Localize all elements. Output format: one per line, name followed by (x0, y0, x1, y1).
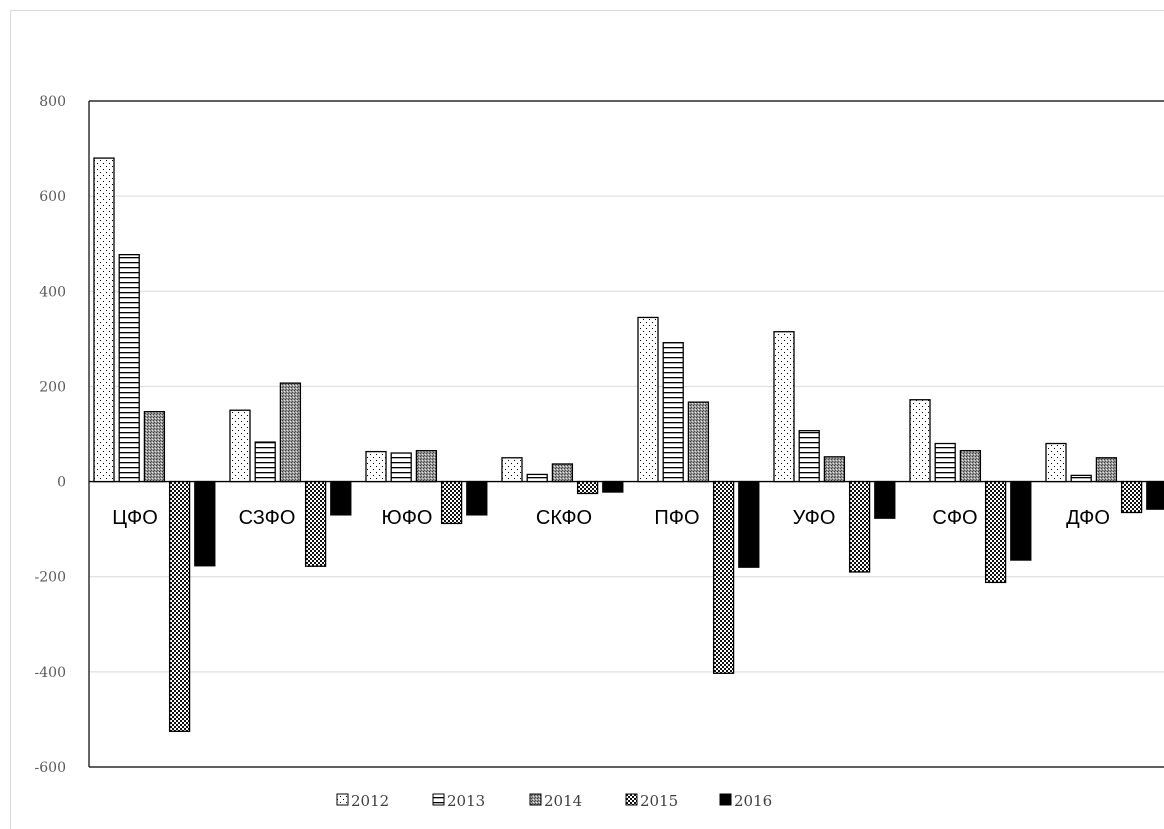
legend-label-2016: 2016 (734, 792, 772, 810)
y-tick-label: 800 (39, 94, 66, 110)
bar-2013-0 (118, 254, 140, 483)
y-tick-label: 0 (57, 475, 66, 491)
bar-2014-5 (823, 456, 846, 483)
bar-2015-0 (168, 480, 191, 732)
y-tick-label: 400 (39, 284, 66, 300)
bar-2013-4 (662, 342, 684, 483)
bar-2012-0 (93, 157, 115, 483)
bar-2014-2 (415, 449, 438, 483)
bar-2012-6 (909, 399, 931, 483)
y-tick-label: -600 (35, 760, 66, 776)
category-label: ЮФО (382, 507, 433, 529)
category-label: СКФО (536, 507, 592, 529)
bar-2012-1 (229, 409, 251, 483)
bar-2016-3 (602, 480, 624, 493)
legend-swatch-2015 (625, 793, 638, 806)
bar-2012-3 (501, 457, 523, 483)
category-label: ПФО (654, 507, 699, 529)
bar-2013-7 (1070, 474, 1092, 483)
bar-2016-7 (1146, 480, 1164, 510)
bar-2013-2 (390, 452, 412, 483)
category-label: ЦФО (112, 507, 158, 529)
legend-label-2015: 2015 (640, 792, 678, 810)
y-tick-label: -200 (35, 570, 66, 586)
gridlines (89, 100, 1164, 673)
category-labels: ЦФО СЗФО ЮФО СКФО ПФО УФО СФО ДФО (112, 507, 1110, 529)
legend-swatch-2012 (336, 793, 349, 806)
bar-2015-7 (1120, 480, 1143, 514)
bar-2013-3 (526, 473, 548, 483)
chart-frame (10, 10, 1164, 829)
y-tick-label: 200 (39, 379, 66, 395)
bar-2014-4 (687, 401, 710, 483)
bar-2016-1 (330, 480, 352, 516)
legend-label-2012: 2012 (351, 792, 389, 810)
y-tick-label: 600 (39, 189, 66, 205)
bar-2013-6 (934, 442, 956, 483)
bar-2016-2 (466, 480, 488, 516)
bar-2015-4 (712, 480, 735, 674)
bar-2012-7 (1045, 442, 1067, 483)
bar-2014-6 (959, 449, 982, 483)
bar-2013-1 (254, 441, 276, 483)
bar-2016-4 (738, 480, 760, 568)
legend-label-2013: 2013 (447, 792, 485, 810)
bars (93, 157, 1164, 732)
bar-2015-6 (984, 480, 1007, 584)
bar-2014-0 (143, 410, 166, 483)
legend-swatch-2016 (719, 793, 732, 806)
bar-2012-4 (637, 316, 659, 483)
bar-2016-0 (194, 480, 216, 567)
category-label: СЗФО (239, 507, 296, 529)
category-label: УФО (793, 507, 836, 529)
y-tick-label: -400 (35, 665, 66, 681)
legend-label-2014: 2014 (544, 792, 582, 810)
bar-2015-2 (440, 480, 463, 525)
bar-2015-1 (304, 480, 327, 567)
legend-swatch-2014 (529, 793, 542, 806)
bar-2012-2 (365, 450, 387, 483)
bar-2014-7 (1095, 457, 1118, 483)
bar-2014-3 (551, 463, 574, 483)
bar-2012-5 (773, 331, 795, 483)
bar-2013-5 (798, 430, 820, 483)
legend: 2012 2013 2014 2015 2016 (336, 792, 772, 810)
bar-2015-3 (576, 480, 599, 495)
category-label: СФО (932, 507, 977, 529)
bar-2015-5 (848, 480, 871, 573)
bar-2014-1 (279, 382, 302, 483)
bar-2016-6 (1010, 480, 1032, 561)
bar-2016-5 (874, 480, 896, 519)
legend-swatch-2013 (432, 793, 445, 806)
category-label: ДФО (1066, 507, 1110, 529)
